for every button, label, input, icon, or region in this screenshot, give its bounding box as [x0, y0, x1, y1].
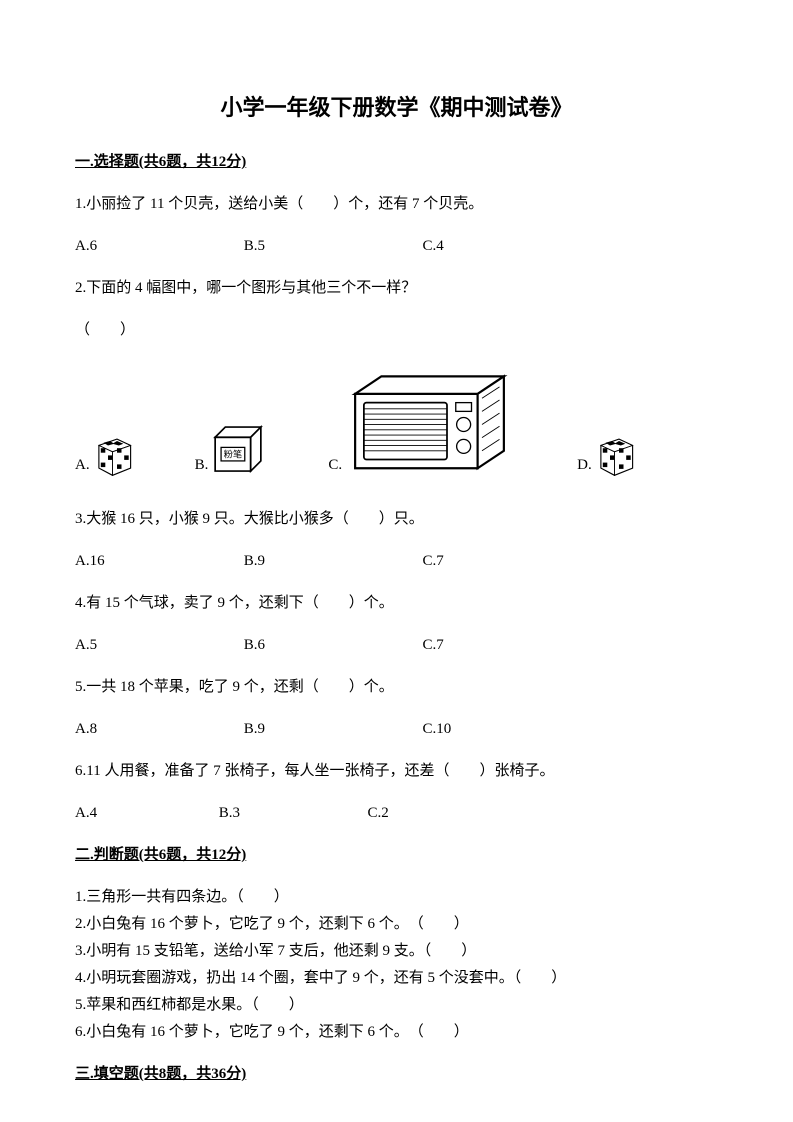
- question-6: 6.11 人用餐，准备了 7 张椅子，每人坐一张椅子，还差（ ）张椅子。: [75, 759, 718, 783]
- judge-q3: 3.小明有 15 支铅笔，送给小军 7 支后，他还剩 9 支。（ ）: [75, 939, 718, 963]
- q3-option-b: B.9: [244, 549, 419, 573]
- q5-option-b: B.9: [244, 717, 419, 741]
- cube-icon-a: [90, 432, 135, 477]
- q2-label-c: C.: [328, 453, 342, 477]
- judge-q2: 2.小白兔有 16 个萝卜，它吃了 9 个，还剩下 6 个。 （ ）: [75, 912, 718, 936]
- q2-option-a: A.: [75, 432, 135, 477]
- section-3-header: 三.填空题(共8题，共36分): [75, 1062, 718, 1086]
- q4-option-b: B.6: [244, 633, 419, 657]
- judge-q6: 6.小白兔有 16 个萝卜，它吃了 9 个，还剩下 6 个。 （ ）: [75, 1020, 718, 1044]
- q2-option-c: C.: [328, 372, 517, 477]
- question-5-options: A.8 B.9 C.10: [75, 717, 718, 741]
- page-title: 小学一年级下册数学《期中测试卷》: [75, 90, 718, 125]
- q6-option-c: C.2: [368, 801, 389, 825]
- judge-q5: 5.苹果和西红柿都是水果。（ ）: [75, 993, 718, 1017]
- question-1-options: A.6 B.5 C.4: [75, 234, 718, 258]
- section-2-header: 二.判断题(共6题，共12分): [75, 843, 718, 867]
- question-3: 3.大猴 16 只，小猴 9 只。大猴比小猴多（ ）只。: [75, 507, 718, 531]
- q2-label-a: A.: [75, 453, 90, 477]
- q3-option-a: A.16: [75, 549, 240, 573]
- question-4-options: A.5 B.6 C.7: [75, 633, 718, 657]
- q2-label-d: D.: [577, 453, 592, 477]
- q5-option-a: A.8: [75, 717, 240, 741]
- q2-option-b: B. 粉笔: [195, 422, 269, 477]
- question-1: 1.小丽捡了 11 个贝壳，送给小美（ ）个，还有 7 个贝壳。: [75, 192, 718, 216]
- q1-option-a: A.6: [75, 234, 240, 258]
- q4-option-c: C.7: [423, 633, 553, 657]
- q4-option-a: A.5: [75, 633, 240, 657]
- chalk-label: 粉笔: [224, 449, 243, 461]
- q3-option-c: C.7: [423, 549, 553, 573]
- chalk-box-icon: 粉笔: [208, 422, 268, 477]
- question-6-options: A.4 B.3 C.2: [75, 801, 718, 825]
- question-5: 5.一共 18 个苹果，吃了 9 个，还剩（ ）个。: [75, 675, 718, 699]
- q5-option-c: C.10: [423, 717, 553, 741]
- q2-label-b: B.: [195, 453, 209, 477]
- judge-q4: 4.小明玩套圈游戏，扔出 14 个圈，套中了 9 个，还有 5 个没套中。（ ）: [75, 966, 718, 990]
- q2-option-d: D.: [577, 432, 637, 477]
- q6-option-a: A.4: [75, 801, 215, 825]
- section-1-header: 一.选择题(共6题，共12分): [75, 150, 718, 174]
- q1-option-c: C.4: [423, 234, 553, 258]
- cube-icon-d: [592, 432, 637, 477]
- question-3-options: A.16 B.9 C.7: [75, 549, 718, 573]
- question-4: 4.有 15 个气球，卖了 9 个，还剩下（ ）个。: [75, 591, 718, 615]
- q6-option-b: B.3: [219, 801, 364, 825]
- question-2: 2.下面的 4 幅图中，哪一个图形与其他三个不一样？: [75, 276, 718, 300]
- question-2-paren: （ ）: [75, 318, 718, 342]
- question-2-image-options: A. B. 粉笔 C.: [75, 372, 718, 477]
- microwave-icon: [342, 372, 517, 477]
- judge-q1: 1.三角形一共有四条边。（ ）: [75, 885, 718, 909]
- q1-option-b: B.5: [244, 234, 419, 258]
